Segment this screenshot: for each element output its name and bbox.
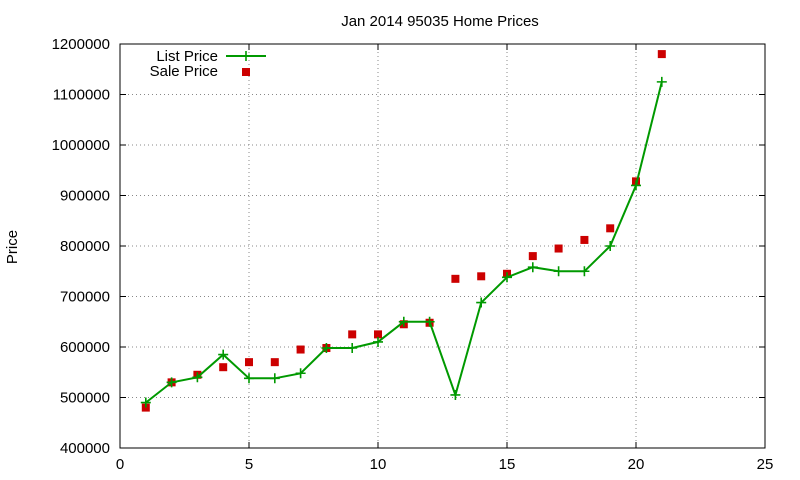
sale-price-point	[296, 345, 305, 354]
list-price-point	[502, 272, 512, 283]
sale-price-point	[528, 252, 537, 261]
x-tick-label: 20	[628, 456, 645, 473]
sale-price-point	[580, 235, 589, 244]
list-price-point	[527, 262, 538, 273]
x-tick-label: 15	[499, 456, 516, 473]
list-price-point	[579, 266, 590, 277]
x-tick-label: 10	[370, 456, 387, 473]
legend-label-list-price: List Price	[156, 48, 218, 65]
list-price-point	[450, 389, 461, 400]
legend-swatch-list-price-marker	[241, 51, 251, 61]
y-tick-label: 400000	[60, 440, 110, 457]
list-price-point	[321, 343, 332, 354]
sale-price-point	[657, 50, 666, 59]
legend-item-list-price: List Price	[156, 48, 266, 65]
list-price-point	[476, 297, 487, 308]
list-price-point	[140, 397, 151, 408]
list-price-point	[347, 343, 358, 354]
sale-price-point	[219, 363, 228, 372]
list-price-point	[218, 349, 229, 360]
sale-price-point	[374, 330, 382, 339]
y-tick-label: 800000	[60, 238, 110, 255]
list-price-point	[656, 76, 667, 87]
x-tick-label: 0	[116, 456, 124, 473]
y-axis-ticks: 400000 500000 600000 700000 800000 900000 1000…	[52, 36, 765, 457]
y-tick-label: 500000	[60, 390, 110, 407]
legend-label-sale-price: Sale Price	[150, 63, 218, 80]
y-tick-label: 600000	[60, 339, 110, 356]
sale-price-point	[451, 274, 460, 283]
sale-price-point	[606, 224, 615, 233]
list-price-point	[244, 373, 254, 384]
y-tick-label: 900000	[60, 188, 110, 205]
x-tick-label: 5	[245, 456, 253, 473]
chart-title: Jan 2014 95035 Home Prices	[341, 13, 539, 30]
legend-item-sale-price: Sale Price	[150, 63, 250, 80]
list-price-point	[424, 316, 435, 327]
series-layer	[140, 50, 667, 412]
list-price-point	[166, 377, 177, 388]
sale-price-point	[270, 358, 279, 367]
y-tick-label: 1100000	[53, 87, 110, 104]
list-price-point	[373, 336, 383, 347]
y-tick-label: 1000000	[52, 137, 110, 154]
sale-price-point	[477, 272, 486, 281]
sale-price-point	[554, 244, 563, 253]
legend-swatch-sale-price-marker	[242, 68, 250, 76]
list-price-point	[192, 372, 203, 383]
y-tick-label: 700000	[60, 289, 110, 306]
sale-price-point	[245, 358, 253, 367]
list-price-point	[295, 368, 306, 379]
y-axis-label: Price	[4, 230, 21, 264]
list-price-point	[398, 316, 409, 327]
grid	[120, 44, 765, 448]
list-price-point	[553, 266, 564, 277]
x-tick-label: 25	[757, 456, 774, 473]
list-price-point	[631, 180, 641, 191]
list-price-point	[605, 241, 616, 251]
y-tick-label: 1200000	[52, 36, 110, 53]
list-price-point	[269, 373, 280, 384]
legend: List Price Sale Price	[150, 48, 266, 80]
sale-price-point	[141, 403, 150, 412]
plot-frame	[119, 43, 766, 449]
x-axis-ticks: 0 5 10 15 20 25	[116, 44, 774, 473]
sale-price-point	[348, 330, 357, 339]
